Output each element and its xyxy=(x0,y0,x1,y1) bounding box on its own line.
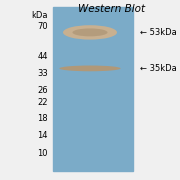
Text: 22: 22 xyxy=(37,98,48,107)
Text: 33: 33 xyxy=(37,69,48,78)
Text: 18: 18 xyxy=(37,114,48,123)
Text: ← 53kDa: ← 53kDa xyxy=(140,28,177,37)
Text: 44: 44 xyxy=(37,52,48,61)
Ellipse shape xyxy=(63,25,117,40)
Text: Western Blot: Western Blot xyxy=(78,4,145,15)
Text: 26: 26 xyxy=(37,86,48,95)
Text: ← 35kDa: ← 35kDa xyxy=(140,64,177,73)
Bar xyxy=(53,7,133,171)
Ellipse shape xyxy=(72,28,108,36)
Ellipse shape xyxy=(59,66,121,71)
Text: kDa: kDa xyxy=(31,11,48,20)
Text: 14: 14 xyxy=(37,130,48,140)
Text: 10: 10 xyxy=(37,149,48,158)
Text: 70: 70 xyxy=(37,22,48,31)
